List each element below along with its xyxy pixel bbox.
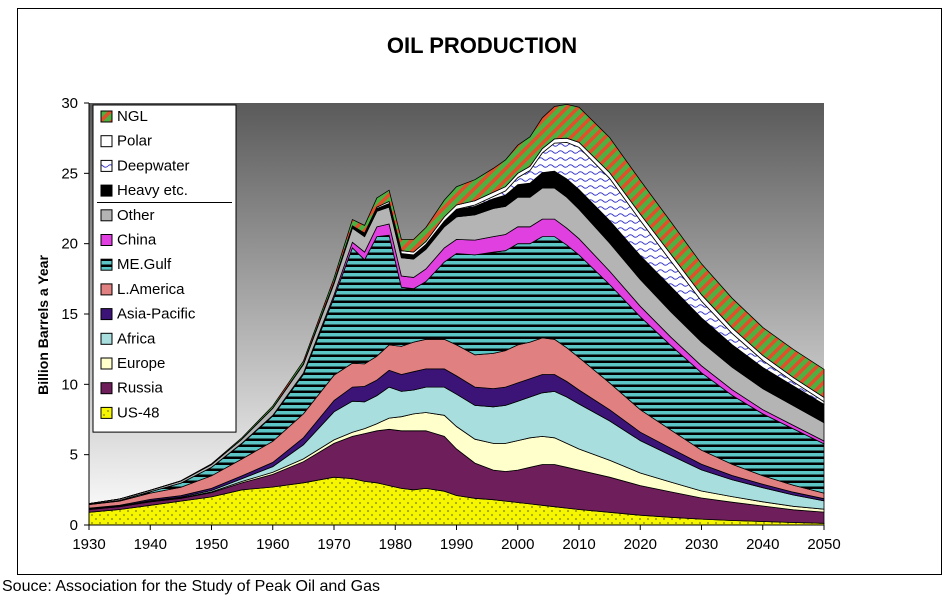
legend-label-polar: Polar — [117, 133, 152, 150]
legend-swatch-polar — [100, 135, 113, 148]
legend-swatch-us-48 — [100, 406, 113, 419]
y-tick-label: 10 — [61, 376, 78, 393]
x-tick-label: 1980 — [379, 536, 412, 553]
y-tick-label: 25 — [61, 165, 78, 182]
y-tick-label: 15 — [61, 306, 78, 323]
legend-label-china: China — [117, 232, 157, 249]
stacked-areas — [88, 103, 825, 526]
legend-label-ngl: NGL — [117, 108, 148, 125]
y-tick-label: 30 — [61, 95, 78, 112]
x-tick-label: 2020 — [624, 536, 657, 553]
area-ngl — [88, 103, 825, 504]
legend-swatch-europe — [100, 357, 113, 370]
legend-label-other: Other — [117, 207, 155, 224]
x-tick-label: 1950 — [195, 536, 228, 553]
y-tick-label: 5 — [70, 447, 78, 464]
legend-label-deepwater: Deepwater — [117, 157, 190, 174]
x-tick-label: 2000 — [501, 536, 534, 553]
legend-swatch-me-gulf — [100, 258, 113, 271]
source-caption: Souce: Association for the Study of Peak… — [2, 578, 380, 595]
legend-swatch-asia-pacific — [100, 308, 113, 321]
x-tick-label: 2010 — [562, 536, 595, 553]
x-tick-label: 1930 — [72, 536, 105, 553]
y-tick-label: 20 — [61, 236, 78, 253]
legend-label-heavy-etc: Heavy etc. — [117, 182, 188, 199]
legend-swatch-other — [100, 209, 113, 222]
y-axis-label: Billion Barrels a Year — [35, 255, 51, 395]
legend-swatch-l-america — [100, 283, 113, 296]
x-tick-label: 1960 — [256, 536, 289, 553]
legend-label-europe: Europe — [117, 355, 165, 372]
legend-label-africa: Africa — [117, 330, 156, 347]
x-tick-label: 1970 — [317, 536, 350, 553]
legend-label-l-america: L.America — [117, 281, 185, 298]
legend-swatch-deepwater — [100, 159, 113, 172]
legend-swatch-heavy-etc — [100, 184, 113, 197]
x-tick-label: 2030 — [685, 536, 718, 553]
legend-swatch-africa — [100, 332, 113, 345]
legend-swatch-china — [100, 234, 113, 246]
x-axis-ticks: 1930 1940 1950 1960 1970 1980 1990 2000 2010 2020… — [72, 525, 841, 553]
y-axis-ticks: 0 5 10 15 20 25 30 — [61, 95, 89, 534]
chart-frame: OIL PRODUCTION 1930 1940 1950 1960 1970 1980 1… — [17, 8, 942, 575]
x-tick-label: 1990 — [440, 536, 473, 553]
chart-title: OIL PRODUCTION — [387, 33, 577, 58]
x-tick-label: 1940 — [134, 536, 167, 553]
oil-production-chart: OIL PRODUCTION 1930 1940 1950 1960 1970 1980 1… — [35, 33, 841, 553]
legend-label-me-gulf: ME.Gulf — [117, 256, 172, 273]
legend-label-us-48: US-48 — [117, 404, 160, 421]
legend-label-russia: Russia — [117, 380, 164, 397]
x-tick-label: 2040 — [746, 536, 779, 553]
legend-swatch-ngl — [100, 110, 113, 123]
x-tick-label: 2050 — [807, 536, 840, 553]
legend-swatch-russia — [100, 382, 113, 395]
legend-label-asia-pacific: Asia-Pacific — [117, 306, 196, 323]
y-tick-label: 0 — [70, 517, 78, 534]
legend: NGL Polar Deepwater Heavy etc. Other China ME.… — [92, 104, 237, 433]
legend-box — [92, 104, 237, 433]
